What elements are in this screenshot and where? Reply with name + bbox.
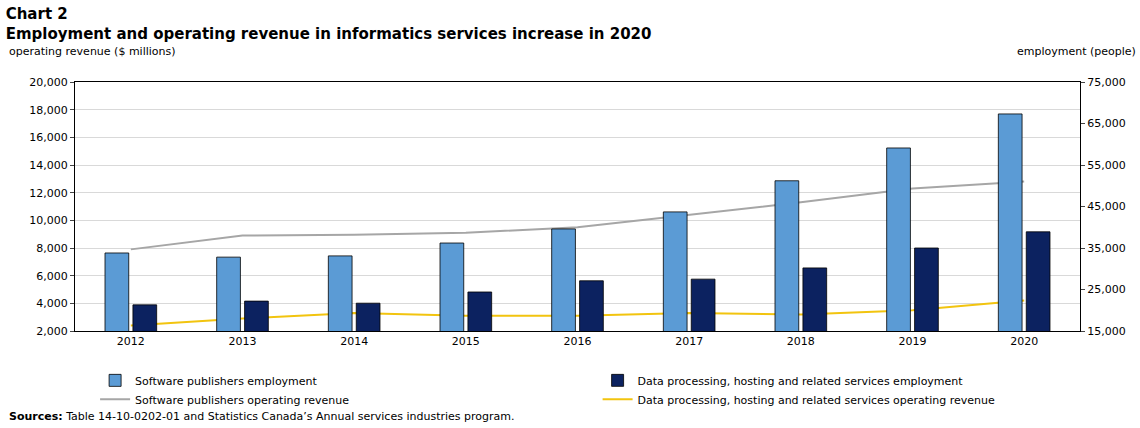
svg-text:55,000: 55,000 bbox=[1087, 159, 1126, 172]
svg-text:Software publishers operating: Software publishers operating revenue bbox=[135, 394, 349, 407]
svg-text:Software publishers employment: Software publishers employment bbox=[135, 375, 317, 388]
svg-text:6,000: 6,000 bbox=[36, 270, 68, 283]
svg-text:18,000: 18,000 bbox=[29, 104, 68, 117]
svg-text:75,000: 75,000 bbox=[1087, 76, 1126, 89]
svg-text:65,000: 65,000 bbox=[1087, 117, 1126, 130]
svg-text:2013: 2013 bbox=[229, 335, 257, 348]
svg-text:20,000: 20,000 bbox=[29, 76, 68, 89]
svg-text:12,000: 12,000 bbox=[29, 187, 68, 200]
svg-text:2020: 2020 bbox=[1010, 335, 1038, 348]
svg-text:2014: 2014 bbox=[340, 335, 368, 348]
svg-text:4,000: 4,000 bbox=[36, 297, 68, 310]
svg-text:2012: 2012 bbox=[117, 335, 145, 348]
svg-text:Data processing, hosting and r: Data processing, hosting and related ser… bbox=[638, 375, 964, 388]
svg-text:10,000: 10,000 bbox=[29, 214, 68, 227]
svg-text:14,000: 14,000 bbox=[29, 159, 68, 172]
svg-text:Sources: Table 14-10-0202-01 a: Sources: Table 14-10-0202-01 and Statist… bbox=[9, 410, 514, 423]
svg-text:2019: 2019 bbox=[899, 335, 927, 348]
svg-text:8,000: 8,000 bbox=[36, 242, 68, 255]
svg-text:2,000: 2,000 bbox=[36, 325, 68, 338]
svg-text:35,000: 35,000 bbox=[1087, 242, 1126, 255]
svg-text:2018: 2018 bbox=[787, 335, 815, 348]
svg-text:operating revenue ($ millions): operating revenue ($ millions) bbox=[9, 45, 176, 58]
svg-text:25,000: 25,000 bbox=[1087, 283, 1126, 296]
svg-text:2015: 2015 bbox=[452, 335, 480, 348]
svg-text:Data processing, hosting and r: Data processing, hosting and related ser… bbox=[638, 394, 995, 407]
svg-text:15,000: 15,000 bbox=[1087, 325, 1126, 338]
svg-text:Chart 2Employment and operatin: Chart 2Employment and operating revenue … bbox=[6, 5, 652, 43]
svg-text:2016: 2016 bbox=[564, 335, 592, 348]
svg-text:45,000: 45,000 bbox=[1087, 200, 1126, 213]
svg-text:16,000: 16,000 bbox=[29, 131, 68, 144]
svg-text:2017: 2017 bbox=[675, 335, 703, 348]
svg-text:employment (people): employment (people) bbox=[1017, 45, 1136, 58]
